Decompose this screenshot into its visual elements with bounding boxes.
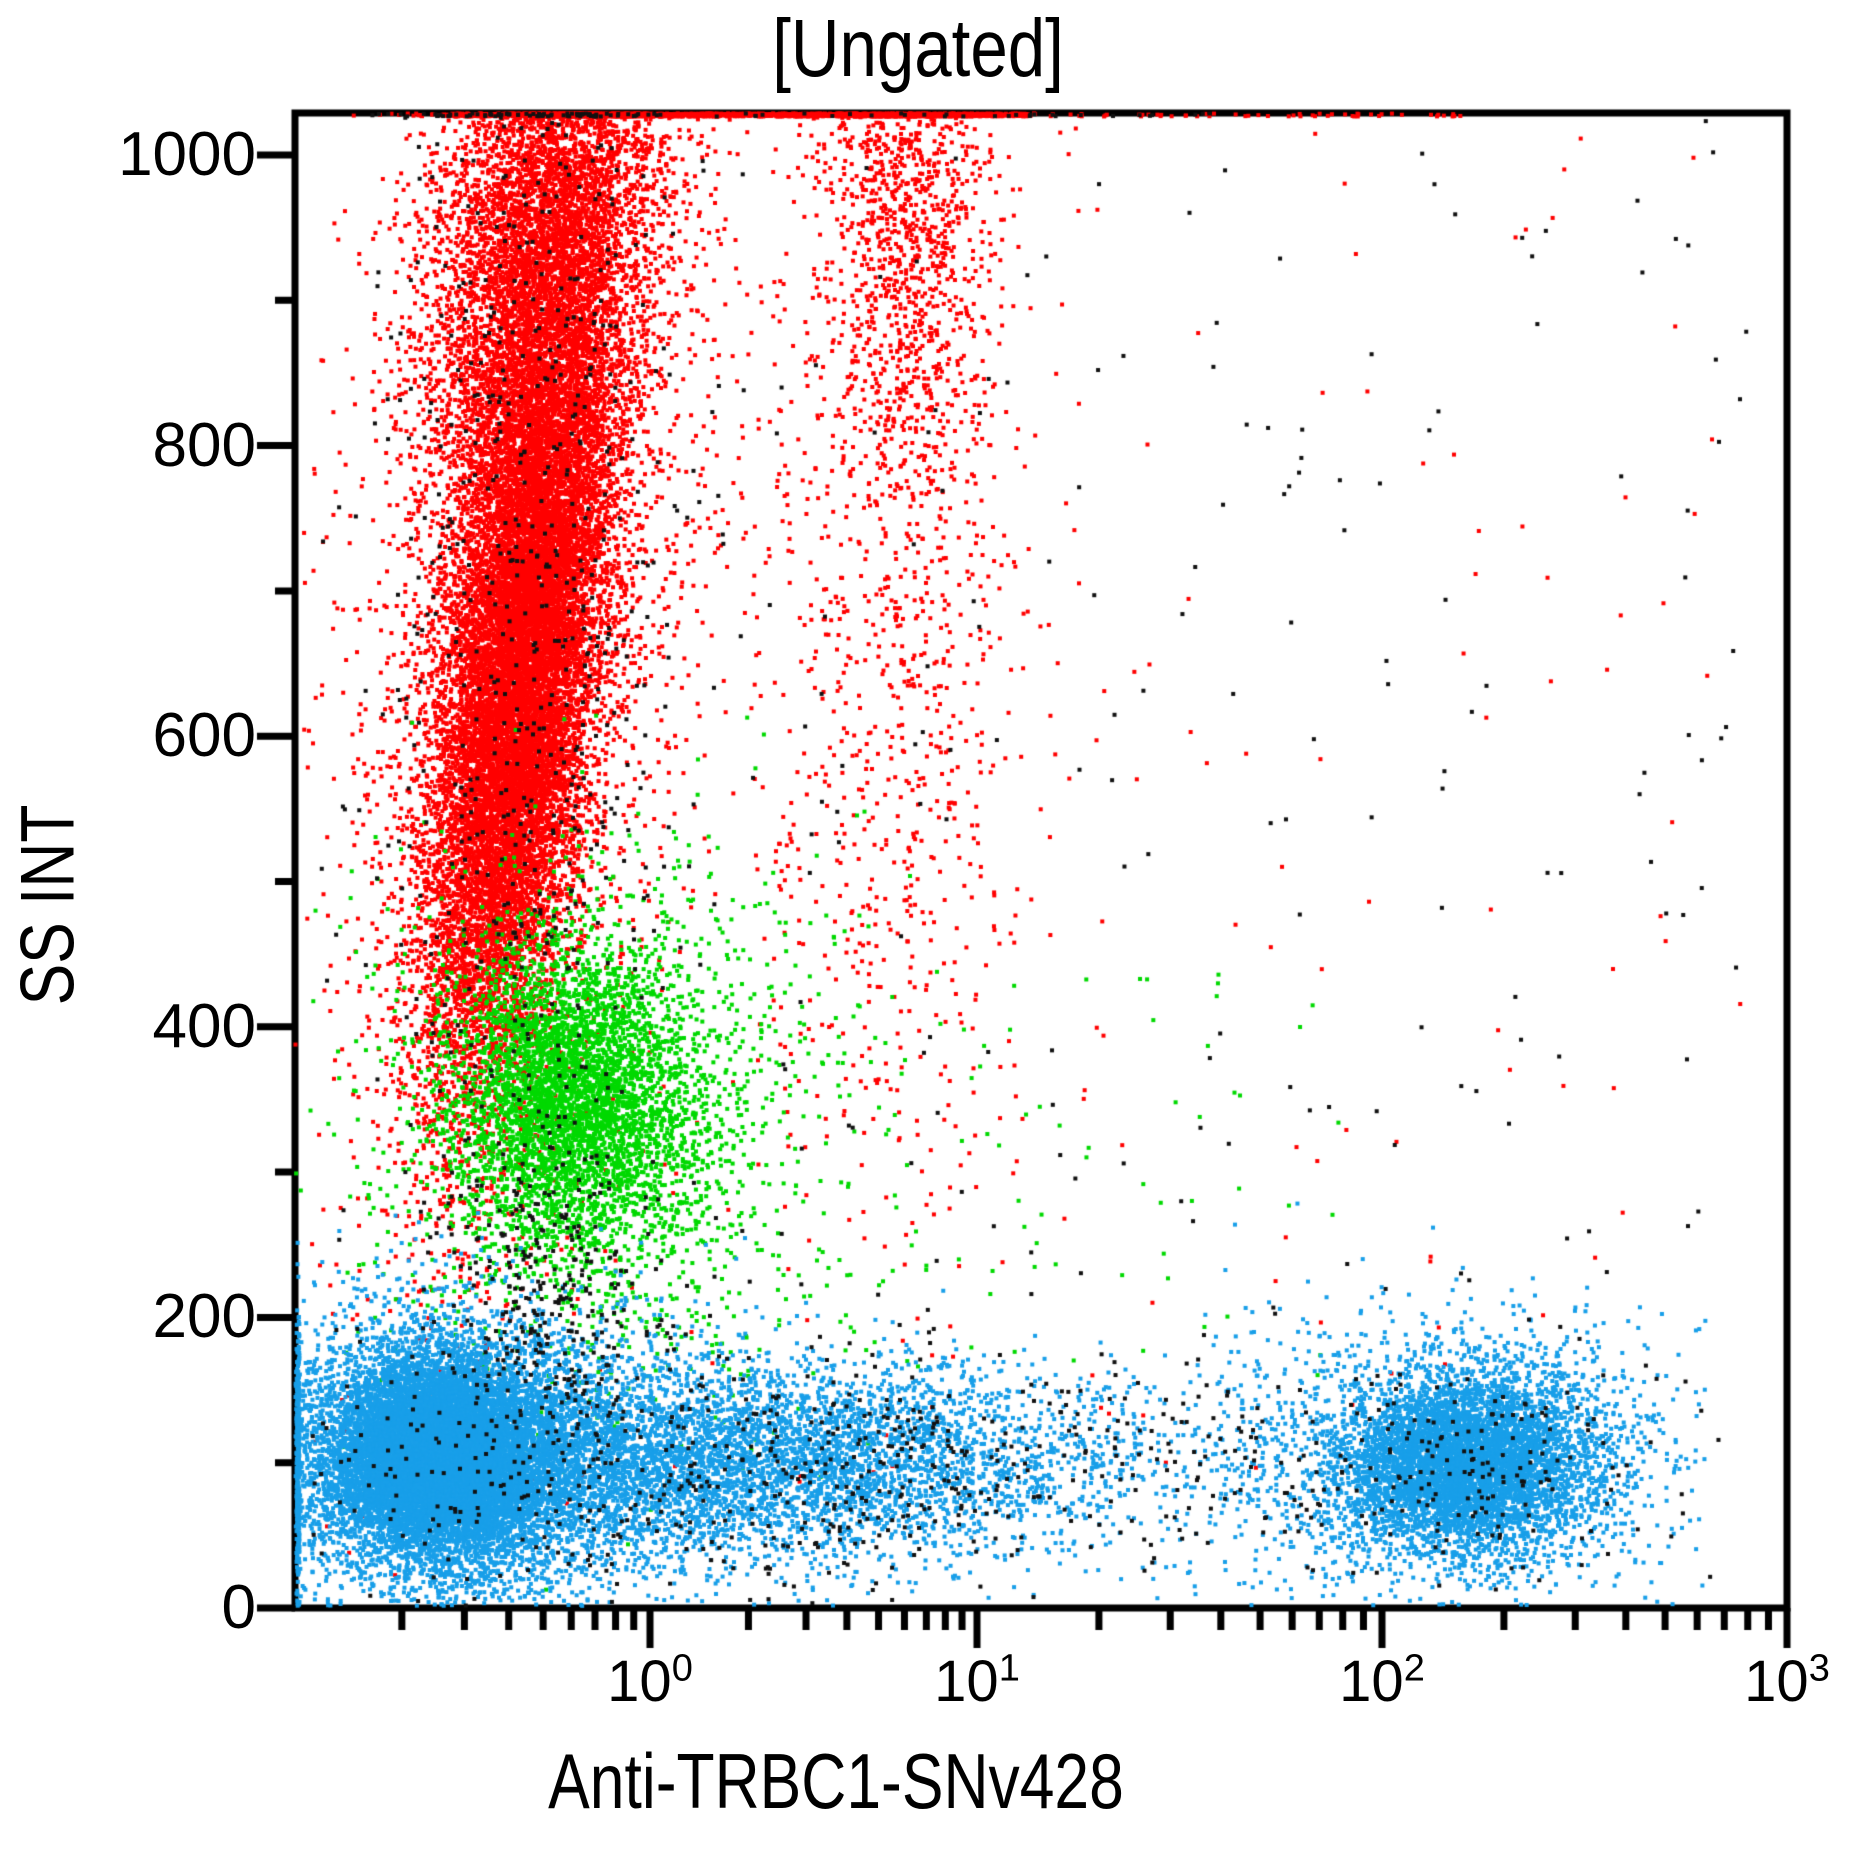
y-tick-label-400: 400 — [152, 992, 256, 1061]
y-tick-label-600: 600 — [152, 701, 256, 770]
y-tick-label-800: 800 — [152, 411, 256, 480]
y-tick-label-1000: 1000 — [118, 120, 256, 189]
x-tick-label-10e0: 100 — [607, 1647, 693, 1714]
y-tick-label-0: 0 — [221, 1573, 256, 1642]
x-tick-label-10e3: 103 — [1744, 1647, 1830, 1714]
y-axis-title: SS INT — [5, 804, 91, 1006]
x-axis-title: Anti-TRBC1-SNv428 — [548, 1737, 1124, 1825]
y-tick-label-200: 200 — [152, 1282, 256, 1351]
x-tick-label-10e1: 101 — [934, 1647, 1020, 1714]
x-tick-label-10e2: 102 — [1339, 1647, 1425, 1714]
plot-title: [Ungated] — [772, 3, 1064, 94]
